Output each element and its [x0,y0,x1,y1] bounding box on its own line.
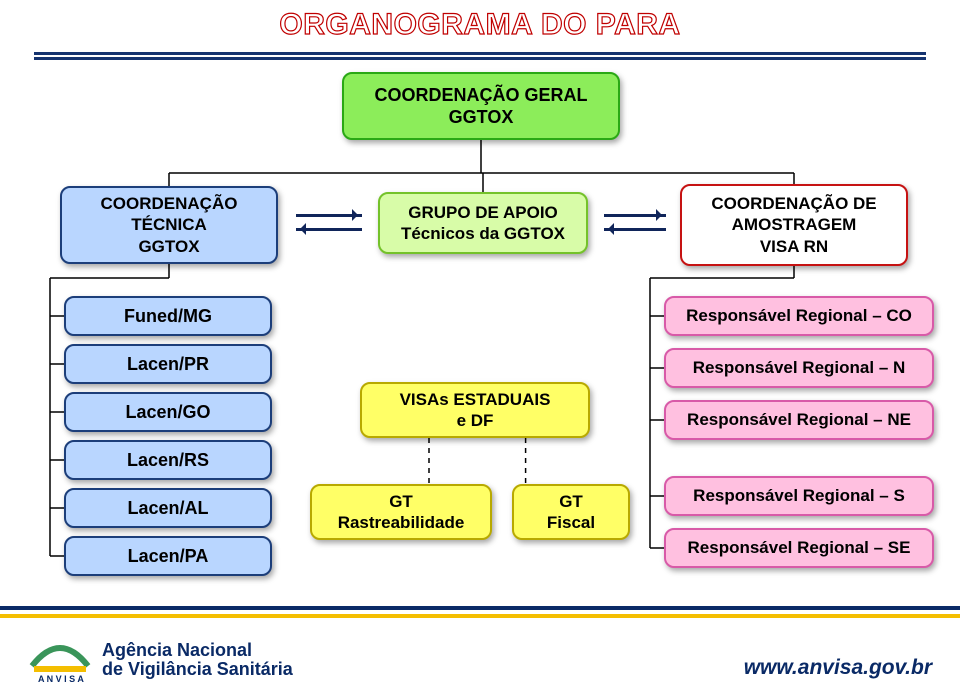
grupo-apoio-l2: Técnicos da GGTOX [401,223,565,244]
arrow-pair-right [604,210,666,236]
visas-l1: VISAs ESTADUAIS [400,389,551,410]
coord-amo-l2: AMOSTRAGEM [732,214,857,235]
left-item-2: Lacen/GO [64,392,272,432]
page-title: ORGANOGRAMA DO PARA [0,8,960,42]
box-visas: VISAs ESTADUAIS e DF [360,382,590,438]
rule-bottom [34,57,926,60]
right-item-4: Responsável Regional – SE [664,528,934,568]
footer-agency-name: Agência Nacional de Vigilância Sanitária [102,641,293,679]
arrow-pair-left [296,210,362,236]
coord-geral-line1: COORDENAÇÃO GERAL [374,84,587,107]
left-item-3: Lacen/RS [64,440,272,480]
left-item-0: Funed/MG [64,296,272,336]
box-coord-geral: COORDENAÇÃO GERAL GGTOX [342,72,620,140]
svg-text:A N V I S A: A N V I S A [38,674,84,684]
gt-rast-l2: Rastreabilidade [338,512,465,533]
footer-url: www.anvisa.gov.br [744,656,932,680]
footer-logo: A N V I S A Agência Nacional de Vigilânc… [28,636,293,684]
slide: ORGANOGRAMA DO PARA COORDENAÇÃO GERAL GG… [0,0,960,692]
grupo-apoio-l1: GRUPO DE APOIO [408,202,558,223]
coord-amo-l3: VISA RN [760,236,828,257]
left-item-4: Lacen/AL [64,488,272,528]
box-grupo-apoio: GRUPO DE APOIO Técnicos da GGTOX [378,192,588,254]
box-coord-amostragem: COORDENAÇÃO DE AMOSTRAGEM VISA RN [680,184,908,266]
coord-tecnica-l1: COORDENAÇÃO [101,193,238,214]
coord-tecnica-l3: GGTOX [138,236,199,257]
box-coord-tecnica: COORDENAÇÃO TÉCNICA GGTOX [60,186,278,264]
visas-l2: e DF [457,410,494,431]
coord-amo-l1: COORDENAÇÃO DE [711,193,876,214]
coord-geral-line2: GGTOX [449,106,514,129]
left-item-1: Lacen/PR [64,344,272,384]
title-text: ORGANOGRAMA DO PARA [279,8,680,41]
box-gt-rastreabilidade: GT Rastreabilidade [310,484,492,540]
agency-line1: Agência Nacional [102,641,293,660]
coord-tecnica-l2: TÉCNICA [131,214,207,235]
right-item-1: Responsável Regional – N [664,348,934,388]
agency-line2: de Vigilância Sanitária [102,660,293,679]
right-item-3: Responsável Regional – S [664,476,934,516]
right-item-0: Responsável Regional – CO [664,296,934,336]
right-item-2: Responsável Regional – NE [664,400,934,440]
box-gt-fiscal: GT Fiscal [512,484,630,540]
gt-fisc-l1: GT [559,491,583,512]
gt-rast-l1: GT [389,491,413,512]
gt-fisc-l2: Fiscal [547,512,595,533]
rule-top [34,52,926,55]
anvisa-logo-icon: A N V I S A [28,636,92,684]
left-item-5: Lacen/PA [64,536,272,576]
title-rule [34,52,926,58]
footer: A N V I S A Agência Nacional de Vigilânc… [0,606,960,692]
